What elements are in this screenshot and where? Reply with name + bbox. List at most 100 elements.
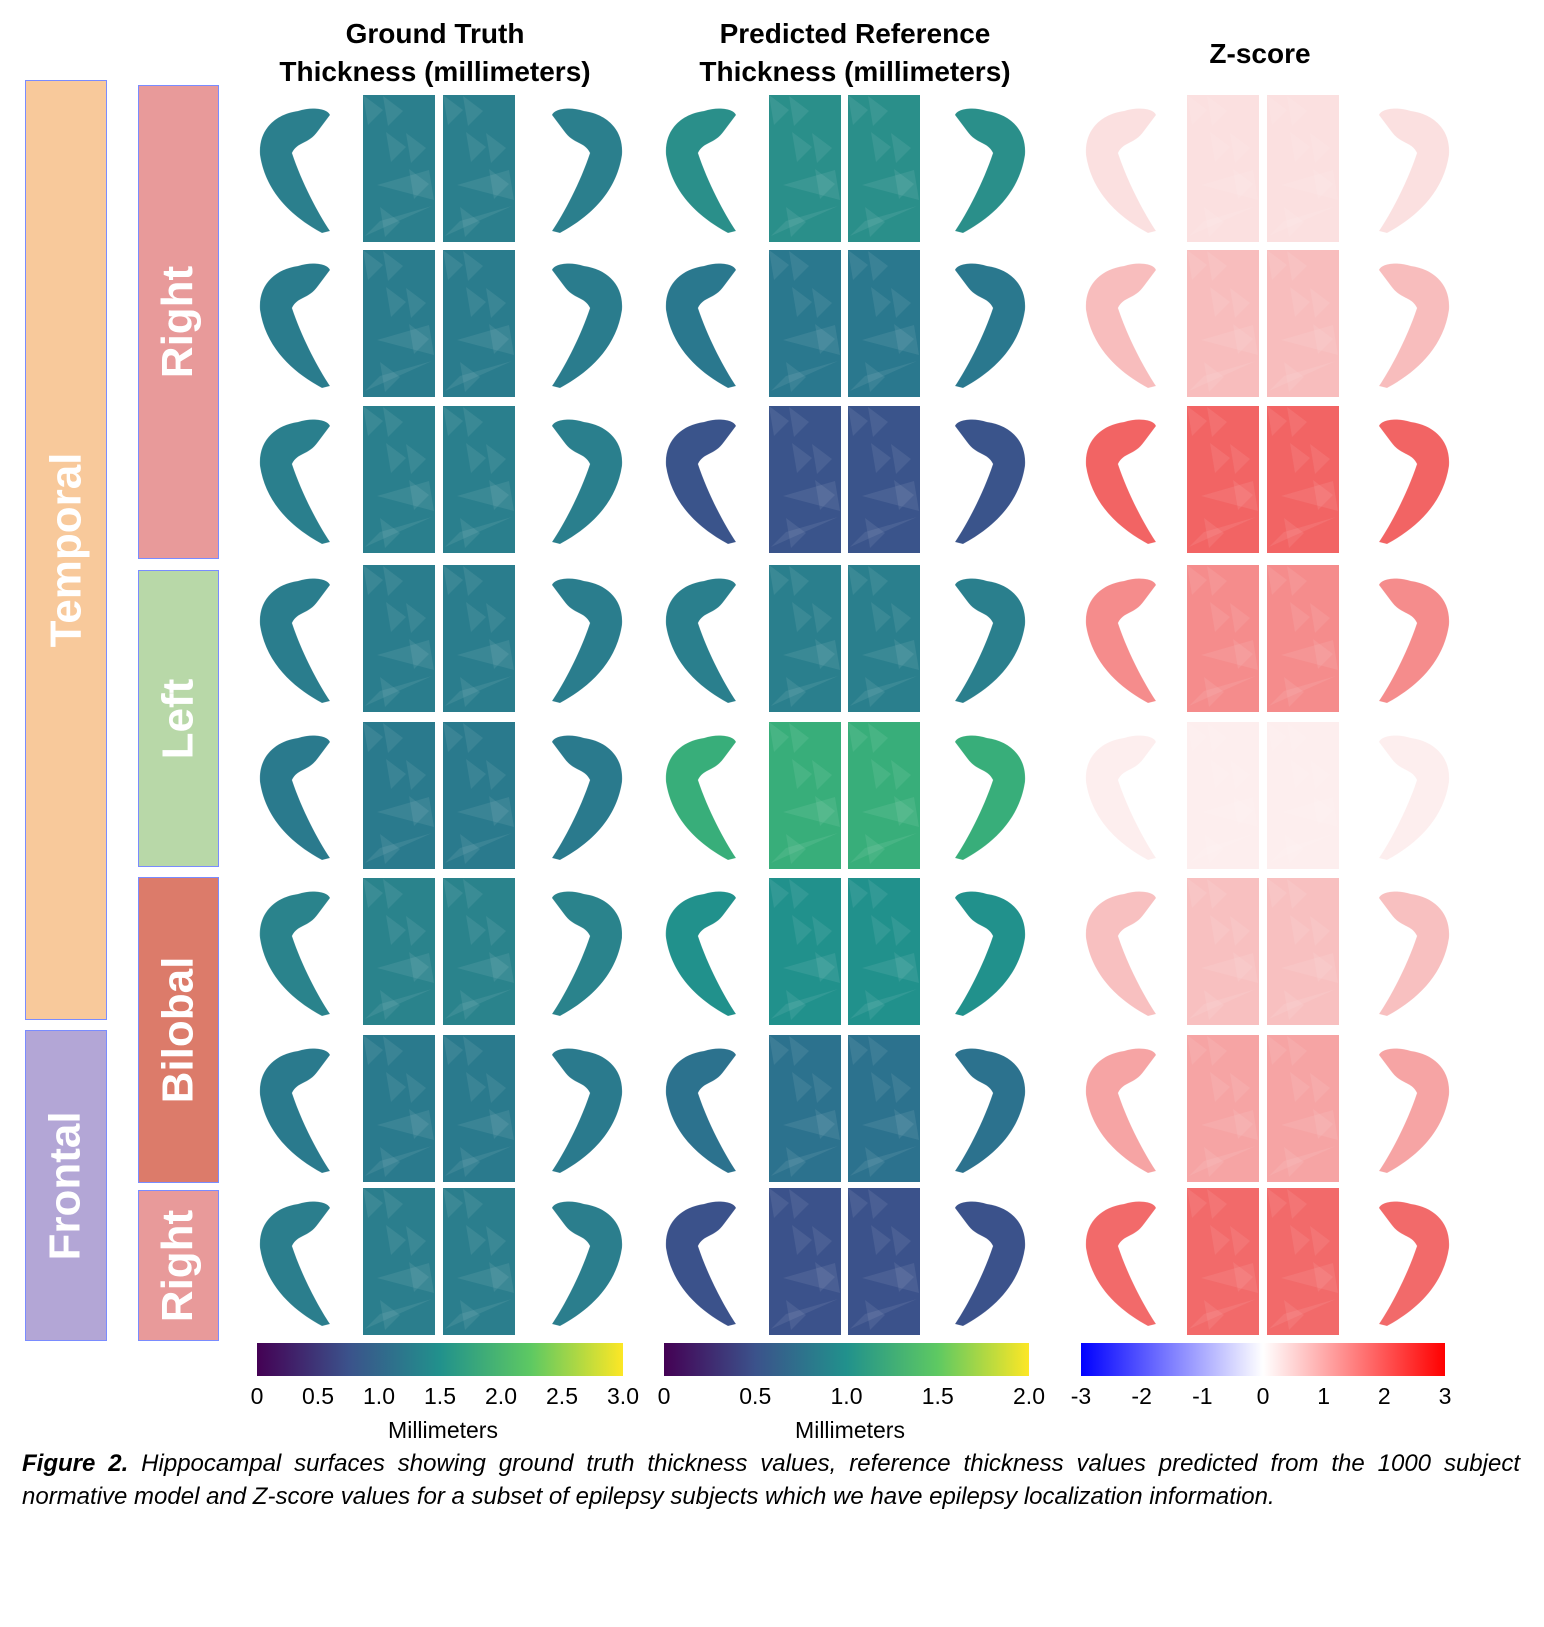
hippocampus-surface-left [1085, 419, 1157, 545]
flat-map [1187, 1188, 1259, 1335]
header-predicted: Predicted Reference Thickness (millimete… [650, 15, 1060, 91]
label-right: Right [138, 1190, 219, 1341]
hippocampus-surface-left [1085, 108, 1157, 234]
flat-map [443, 722, 515, 869]
hippocampus-surface-left [665, 419, 737, 545]
flat-map [1187, 250, 1259, 397]
hippocampus-surface-right [1378, 578, 1450, 704]
label-text: Left [153, 678, 203, 759]
hippocampus-surface-left [665, 1201, 737, 1327]
flat-map [363, 1035, 435, 1182]
hippocampus-surface-left [259, 735, 331, 861]
hippocampus-surface-left [1085, 735, 1157, 861]
colorbar-tick: 0 [657, 1383, 671, 1409]
colorbar-tick: 1.5 [424, 1383, 456, 1409]
hippocampus-surface-left [665, 263, 737, 389]
colorbar-tick: 0.5 [739, 1383, 772, 1409]
flat-map [769, 95, 841, 242]
flat-map [443, 406, 515, 553]
flat-map [848, 250, 920, 397]
hippocampus-surface-right [1378, 419, 1450, 545]
hippocampus-surface-right [1378, 108, 1450, 234]
flat-map [443, 1188, 515, 1335]
flat-map [848, 95, 920, 242]
flat-map [848, 1188, 920, 1335]
hippocampus-surface-left [259, 1201, 331, 1327]
hippocampus-surface-left [665, 1048, 737, 1174]
hippocampus-surface-right [551, 735, 623, 861]
colorbar-tick: 2 [1377, 1383, 1391, 1409]
flat-map [1187, 722, 1259, 869]
colorbar-predicted [664, 1343, 1029, 1376]
hippocampus-surface-left [665, 578, 737, 704]
flat-map [1267, 878, 1339, 1025]
header-line: Thickness (millimeters) [699, 56, 1011, 87]
hippocampus-surface-right [551, 263, 623, 389]
flat-map [363, 722, 435, 869]
caption-label: Figure 2. [22, 1450, 129, 1477]
flat-map [769, 722, 841, 869]
label-frontal: Frontal [25, 1030, 107, 1341]
flat-map [1267, 565, 1339, 712]
flat-map [443, 565, 515, 712]
hippocampus-surface-right [1378, 263, 1450, 389]
flat-map [769, 406, 841, 553]
hippocampus-surface-right [954, 263, 1026, 389]
colorbar-tick: 0 [250, 1383, 264, 1409]
header-line: Thickness (millimeters) [279, 56, 591, 87]
hippocampus-surface-right [551, 891, 623, 1017]
flat-map [848, 565, 920, 712]
hippocampus-surface-right [954, 735, 1026, 861]
flat-map [363, 95, 435, 242]
colorbar-tick: 0.5 [302, 1383, 334, 1409]
flat-map [1267, 406, 1339, 553]
colorbar-zscore [1081, 1343, 1445, 1376]
label-right: Right [138, 85, 219, 559]
label-text: Right [153, 1209, 203, 1322]
colorbar-label: Millimeters [388, 1417, 498, 1443]
flat-map [848, 406, 920, 553]
colorbar-tick: -3 [1070, 1383, 1092, 1409]
hippocampus-surface-left [259, 263, 331, 389]
colorbar-tick: 1 [1317, 1383, 1331, 1409]
flat-map [443, 878, 515, 1025]
hippocampus-surface-left [1085, 263, 1157, 389]
hippocampus-surface-left [1085, 891, 1157, 1017]
hippocampus-surface-right [551, 419, 623, 545]
hippocampus-surface-right [954, 1201, 1026, 1327]
colorbar-tick: 2.5 [546, 1383, 578, 1409]
flat-map [363, 1188, 435, 1335]
colorbar-tick: 1.5 [921, 1383, 954, 1409]
colorbar-ground-truth [257, 1343, 623, 1376]
flat-map [769, 250, 841, 397]
flat-map [363, 878, 435, 1025]
flat-map [1267, 722, 1339, 869]
header-line: Predicted Reference [719, 18, 991, 49]
hippocampus-surface-left [1085, 578, 1157, 704]
flat-map [1187, 878, 1259, 1025]
flat-map [1267, 250, 1339, 397]
colorbar-tick: -2 [1131, 1383, 1152, 1409]
colorbar-tick: -1 [1192, 1383, 1213, 1409]
hippocampus-surface-right [954, 419, 1026, 545]
flat-map [1187, 1035, 1259, 1182]
figure-caption: Figure 2. Hippocampal surfaces showing g… [22, 1447, 1520, 1513]
colorbar-tick: 2.0 [485, 1383, 517, 1409]
label-text: Right [153, 265, 203, 379]
hippocampus-surface-right [954, 891, 1026, 1017]
hippocampus-surface-right [954, 1048, 1026, 1174]
label-left: Left [138, 570, 219, 867]
flat-map [363, 250, 435, 397]
colorbar-label: Millimeters [795, 1417, 905, 1443]
hippocampus-surface-right [551, 108, 623, 234]
hippocampus-surface-right [551, 1048, 623, 1174]
header-line: Z-score [1209, 38, 1311, 69]
flat-map [363, 406, 435, 553]
hippocampus-surface-left [1085, 1201, 1157, 1327]
colorbar-tick: 3 [1438, 1383, 1452, 1409]
colorbar-tick: 2.0 [1013, 1383, 1045, 1409]
label-text: Bilobal [153, 956, 203, 1104]
flat-map [848, 722, 920, 869]
caption-text: Hippocampal surfaces showing ground trut… [22, 1450, 1520, 1510]
colorbar-tick: 0 [1256, 1383, 1270, 1409]
